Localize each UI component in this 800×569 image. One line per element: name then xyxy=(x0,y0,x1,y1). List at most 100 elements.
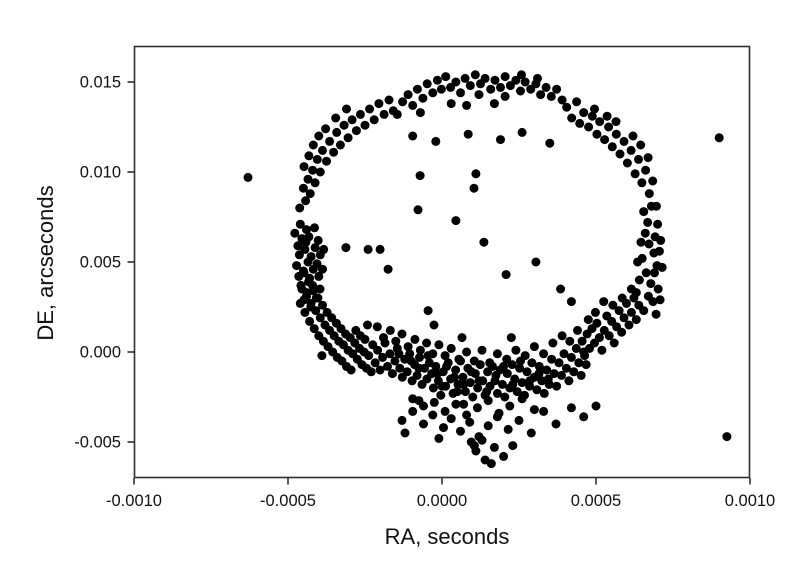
data-point xyxy=(302,291,311,301)
data-point xyxy=(574,358,584,368)
data-point xyxy=(622,158,632,168)
data-point xyxy=(335,140,345,150)
data-point xyxy=(626,284,636,294)
data-point xyxy=(557,331,567,341)
data-point xyxy=(507,360,517,370)
data-point xyxy=(462,410,472,420)
data-point xyxy=(405,349,415,359)
data-point xyxy=(648,176,658,186)
data-point xyxy=(628,131,638,141)
x-tick-label: 0.0000 xyxy=(417,492,467,510)
data-point xyxy=(549,369,559,379)
data-point xyxy=(463,129,473,139)
data-point xyxy=(403,342,413,352)
data-point xyxy=(412,84,422,94)
data-point xyxy=(470,70,480,80)
data-point xyxy=(422,79,432,89)
data-point xyxy=(502,369,512,379)
data-point xyxy=(604,331,614,341)
data-point xyxy=(363,320,372,330)
data-point xyxy=(515,363,525,373)
data-point xyxy=(315,167,325,177)
data-point xyxy=(422,338,432,348)
data-point xyxy=(397,415,407,425)
data-point xyxy=(469,183,479,193)
x-tick-label: 0.0005 xyxy=(571,492,621,510)
data-point xyxy=(492,412,502,422)
data-point xyxy=(390,356,400,366)
data-point xyxy=(619,313,629,323)
data-point xyxy=(590,307,600,317)
data-point xyxy=(469,356,479,366)
data-point xyxy=(534,361,544,371)
data-point xyxy=(629,293,639,303)
data-point xyxy=(298,183,308,193)
data-point xyxy=(492,388,502,398)
data-point xyxy=(592,129,602,139)
data-point xyxy=(460,387,470,397)
data-point xyxy=(644,239,654,249)
data-point xyxy=(439,423,448,433)
data-point xyxy=(517,127,527,137)
data-point xyxy=(462,100,472,110)
data-point xyxy=(454,354,464,364)
data-point xyxy=(631,315,641,325)
data-point xyxy=(413,205,423,215)
data-point xyxy=(496,135,505,145)
data-point xyxy=(572,97,582,107)
data-point xyxy=(449,372,459,382)
data-point xyxy=(594,333,604,343)
y-axis-title: DE, arcseconds xyxy=(33,185,58,341)
data-point xyxy=(300,244,310,254)
data-point xyxy=(583,315,593,325)
data-point xyxy=(304,151,314,161)
data-point xyxy=(496,82,505,92)
data-point xyxy=(451,216,461,226)
data-point xyxy=(415,352,424,362)
data-point xyxy=(656,235,666,245)
data-point xyxy=(290,228,300,238)
data-point xyxy=(308,286,318,296)
data-point xyxy=(581,360,591,370)
data-point xyxy=(517,70,526,80)
data-point xyxy=(306,298,316,308)
data-point xyxy=(539,349,549,359)
data-point xyxy=(604,122,614,132)
data-point xyxy=(554,358,564,368)
data-point xyxy=(317,351,327,361)
data-point xyxy=(440,351,450,361)
data-point xyxy=(292,261,302,271)
data-point xyxy=(364,351,374,361)
points-layer xyxy=(243,70,732,469)
data-point xyxy=(566,403,576,413)
data-point xyxy=(436,390,446,400)
data-point xyxy=(385,325,395,335)
data-point xyxy=(567,113,577,123)
data-point xyxy=(579,412,589,422)
data-point xyxy=(615,149,625,159)
x-tick-label: -0.0010 xyxy=(106,492,162,510)
data-point xyxy=(398,97,408,107)
data-point xyxy=(423,306,433,316)
data-point xyxy=(385,349,395,359)
data-point xyxy=(506,333,516,343)
data-point xyxy=(655,295,665,305)
data-point xyxy=(360,334,370,344)
data-point xyxy=(576,370,586,380)
data-point xyxy=(640,228,650,238)
data-point xyxy=(355,109,365,119)
data-point xyxy=(434,340,444,350)
data-point xyxy=(322,156,331,166)
data-point xyxy=(370,358,380,368)
data-point xyxy=(428,383,438,393)
data-point xyxy=(575,118,585,128)
data-point xyxy=(310,223,319,233)
data-point xyxy=(308,140,318,150)
data-point xyxy=(302,225,311,235)
data-point xyxy=(304,277,314,287)
data-point xyxy=(299,162,309,172)
data-point xyxy=(339,120,349,130)
data-point xyxy=(499,451,509,461)
data-point xyxy=(402,367,412,377)
